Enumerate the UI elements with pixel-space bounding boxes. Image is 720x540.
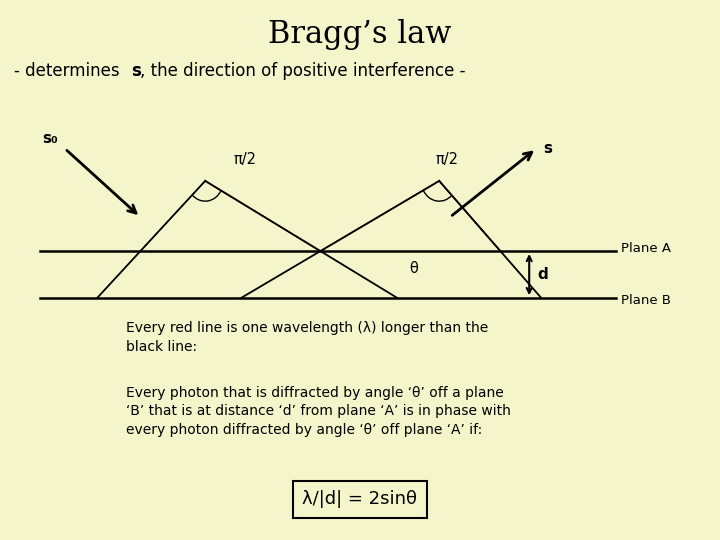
Text: s: s [131, 62, 141, 80]
Text: π/2: π/2 [234, 152, 257, 167]
Text: π/2: π/2 [436, 152, 459, 167]
Text: - determines: - determines [14, 62, 125, 80]
Text: , the direction of positive interference -: , the direction of positive interference… [140, 62, 466, 80]
Text: θ: θ [410, 261, 418, 276]
Text: Every red line is one wavelength (λ) longer than the
black line:: Every red line is one wavelength (λ) lon… [126, 321, 488, 354]
Text: d: d [538, 267, 549, 282]
Text: Plane B: Plane B [621, 294, 671, 307]
Text: λ/|d| = 2sinθ: λ/|d| = 2sinθ [302, 490, 418, 509]
Text: s₀: s₀ [42, 131, 58, 146]
Text: Every photon that is diffracted by angle ‘θ’ off a plane
‘B’ that is at distance: Every photon that is diffracted by angle… [126, 386, 511, 437]
Text: s: s [544, 141, 553, 156]
Text: Bragg’s law: Bragg’s law [269, 19, 451, 50]
Text: Plane A: Plane A [621, 242, 671, 255]
